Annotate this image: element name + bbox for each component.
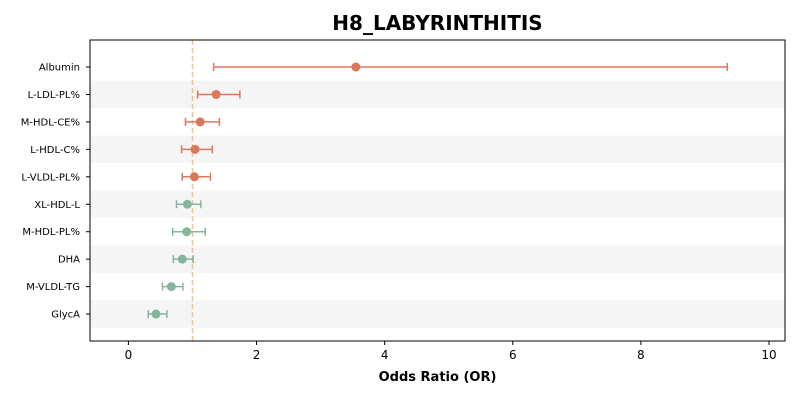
row-bands bbox=[90, 80, 785, 328]
x-axis: 0 2 4 6 8 10 bbox=[125, 341, 777, 362]
or-point bbox=[166, 282, 176, 292]
or-point bbox=[177, 254, 187, 264]
y-axis: Albumin L-LDL-PL% M-HDL-CE% L-HDL-C% L-VLDL-… bbox=[21, 63, 90, 321]
row-band bbox=[90, 300, 785, 328]
x-tick-label: 0 bbox=[125, 348, 133, 362]
or-point bbox=[151, 309, 161, 319]
x-tick-label: 4 bbox=[381, 348, 389, 362]
x-tick-label: 8 bbox=[637, 348, 645, 362]
y-tick-label: XL-HDL-L bbox=[34, 200, 80, 211]
or-point bbox=[351, 62, 361, 72]
y-tick-label: M-HDL-PL% bbox=[22, 227, 80, 238]
x-axis-label: Odds Ratio (OR) bbox=[379, 370, 497, 385]
chart-title: H8_LABYRINTHITIS bbox=[332, 11, 542, 35]
or-point bbox=[195, 117, 205, 127]
row-band bbox=[90, 80, 785, 109]
estimate-dha bbox=[172, 254, 194, 264]
data-marks bbox=[147, 62, 729, 319]
y-tick-label: L-HDL-C% bbox=[30, 145, 80, 156]
x-tick-label: 6 bbox=[509, 348, 517, 362]
y-tick-label: L-LDL-PL% bbox=[28, 90, 80, 101]
y-tick-label: GlycA bbox=[51, 310, 80, 321]
or-point bbox=[182, 227, 192, 237]
row-band bbox=[90, 190, 785, 218]
y-tick-label: M-VLDL-TG bbox=[26, 282, 80, 293]
y-tick-label: L-VLDL-PL% bbox=[21, 172, 80, 183]
y-tick-label: M-HDL-CE% bbox=[21, 117, 80, 128]
estimate-albumin bbox=[212, 62, 729, 72]
y-tick-label: DHA bbox=[58, 255, 80, 266]
estimate-m-vldl-tg bbox=[161, 282, 184, 292]
or-point bbox=[211, 89, 221, 99]
estimate-glyca bbox=[147, 309, 168, 319]
estimate-xl-hdl-l bbox=[175, 199, 202, 209]
y-tick-label: Albumin bbox=[39, 63, 80, 74]
estimate-l-vldl-pl- bbox=[181, 172, 212, 182]
estimate-m-hdl-pl- bbox=[171, 227, 207, 237]
or-point bbox=[189, 172, 199, 182]
plot-frame bbox=[89, 39, 786, 342]
or-point bbox=[190, 144, 200, 154]
x-tick-label: 10 bbox=[761, 348, 776, 362]
estimate-l-ldl-pl- bbox=[196, 89, 241, 99]
estimate-l-hdl-c- bbox=[180, 144, 214, 154]
or-point bbox=[182, 199, 192, 209]
row-band bbox=[90, 245, 785, 273]
x-tick-label: 2 bbox=[253, 348, 261, 362]
estimate-m-hdl-ce- bbox=[184, 117, 221, 127]
